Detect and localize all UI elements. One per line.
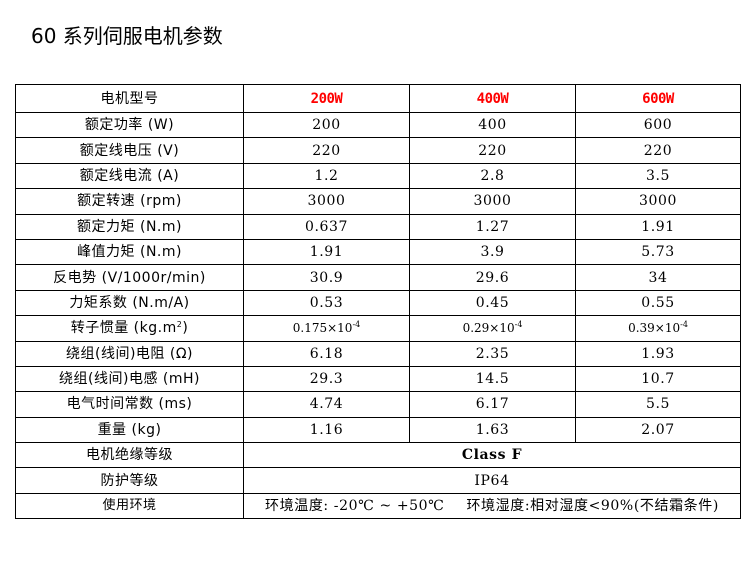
table-row: 力矩系数 (N.m/A) 0.53 0.45 0.55 <box>15 289 741 317</box>
cell-value: 600 <box>575 111 741 139</box>
cell-value: 0.55 <box>575 289 741 317</box>
cell-value: 14.5 <box>409 365 576 393</box>
cell-value: 1.91 <box>575 213 741 240</box>
table-row: 额定力矩 (N.m) 0.637 1.27 1.91 <box>15 213 741 240</box>
cell-value: 4.74 <box>243 391 410 418</box>
page-title: 60 系列伺服电机参数 <box>31 24 223 48</box>
table-row-inertia: 转子惯量 (kg.m2) 0.175×10-4 0.29×10-4 0.39×1… <box>15 315 741 342</box>
row-label: 防护等级 <box>15 467 244 494</box>
row-label: 力矩系数 (N.m/A) <box>15 289 244 317</box>
cell-value: 220 <box>243 137 410 164</box>
row-label: 额定转速 (rpm) <box>15 188 244 215</box>
cell-value: 0.175×10-4 <box>243 315 410 342</box>
protection-rating: IP64 <box>243 467 741 494</box>
insulation-class: Class F <box>243 442 741 469</box>
cell-value: 1.16 <box>243 416 410 444</box>
table-row: 额定线电流 (A) 1.2 2.8 3.5 <box>15 162 741 190</box>
table-row: 额定功率 (W) 200 400 600 <box>15 111 741 139</box>
row-label: 绕组(线间)电阻 (Ω) <box>15 340 244 367</box>
cell-value: 3000 <box>243 188 410 215</box>
model-600w: 600W <box>575 84 741 113</box>
table-row-insulation: 电机绝缘等级 Class F <box>15 442 741 469</box>
table-row-environment: 使用环境 环境温度: -20℃ ~ +50℃ 环境湿度:相对湿度<90%(不结霜条… <box>15 492 741 520</box>
cell-value: 400 <box>409 111 576 139</box>
row-label: 额定功率 (W) <box>15 111 244 139</box>
cell-value: 1.93 <box>575 340 741 367</box>
cell-value: 2.8 <box>409 162 576 190</box>
cell-value: 200 <box>243 111 410 139</box>
row-label: 绕组(线间)电感 (mH) <box>15 365 244 393</box>
table-row: 额定转速 (rpm) 3000 3000 3000 <box>15 188 741 215</box>
cell-value: 220 <box>575 137 741 164</box>
row-label: 电机绝缘等级 <box>15 442 244 469</box>
inertia-label-suffix: ) <box>182 320 189 337</box>
cell-value: 2.35 <box>409 340 576 367</box>
inertia-base: 0.175×10 <box>292 321 353 336</box>
inertia-exp: -4 <box>352 320 361 330</box>
row-label: 反电势 (V/1000r/min) <box>15 264 244 291</box>
cell-value: 3.5 <box>575 162 741 190</box>
cell-value: 0.45 <box>409 289 576 317</box>
table-header-row: 电机型号 200W 400W 600W <box>15 84 741 113</box>
environment-temperature: 环境温度: -20℃ ~ +50℃ <box>265 498 445 515</box>
inertia-exp: -4 <box>680 320 688 330</box>
cell-value: 3000 <box>575 188 741 215</box>
cell-value: 6.18 <box>243 340 410 367</box>
header-label: 电机型号 <box>15 84 244 113</box>
table-row: 额定线电压 (V) 220 220 220 <box>15 137 741 164</box>
table-row-protection: 防护等级 IP64 <box>15 467 741 494</box>
row-label: 使用环境 <box>15 492 244 520</box>
inertia-label-prefix: 转子惯量 (kg.m <box>70 320 177 337</box>
cell-value: 3000 <box>409 188 576 215</box>
cell-value: 5.73 <box>575 238 741 266</box>
motor-spec-table: 电机型号 200W 400W 600W 额定功率 (W) 200 400 600… <box>15 84 741 520</box>
cell-value: 3.9 <box>409 238 576 266</box>
inertia-base: 0.29×10 <box>462 321 515 336</box>
cell-value: 6.17 <box>409 391 576 418</box>
table-row: 峰值力矩 (N.m) 1.91 3.9 5.73 <box>15 238 741 266</box>
row-label: 重量 (kg) <box>15 416 244 444</box>
cell-value: 34 <box>575 264 741 291</box>
model-200w: 200W <box>243 84 410 113</box>
table-row: 重量 (kg) 1.16 1.63 2.07 <box>15 416 741 444</box>
inertia-label-sup: 2 <box>176 320 183 330</box>
table-row: 绕组(线间)电阻 (Ω) 6.18 2.35 1.93 <box>15 340 741 367</box>
row-label: 额定力矩 (N.m) <box>15 213 244 240</box>
inertia-base: 0.39×10 <box>628 321 681 336</box>
cell-value: 1.91 <box>243 238 410 266</box>
model-400w: 400W <box>409 84 576 113</box>
cell-value: 1.27 <box>409 213 576 240</box>
cell-value: 29.6 <box>409 264 576 291</box>
row-label: 转子惯量 (kg.m2) <box>15 315 244 342</box>
cell-value: 2.07 <box>575 416 741 444</box>
row-label: 电气时间常数 (ms) <box>15 391 244 418</box>
cell-value: 1.63 <box>409 416 576 444</box>
environment-conditions: 环境温度: -20℃ ~ +50℃ 环境湿度:相对湿度<90%(不结霜条件) <box>243 492 741 520</box>
cell-value: 10.7 <box>575 365 741 393</box>
cell-value: 0.637 <box>243 213 410 240</box>
table-row: 电气时间常数 (ms) 4.74 6.17 5.5 <box>15 391 741 418</box>
row-label: 额定线电流 (A) <box>15 162 244 190</box>
row-label: 峰值力矩 (N.m) <box>15 238 244 266</box>
environment-humidity: 环境湿度:相对湿度<90%(不结霜条件) <box>466 498 719 515</box>
cell-value: 29.3 <box>243 365 410 393</box>
cell-value: 0.53 <box>243 289 410 317</box>
cell-value: 30.9 <box>243 264 410 291</box>
table-row: 绕组(线间)电感 (mH) 29.3 14.5 10.7 <box>15 365 741 393</box>
cell-value: 0.29×10-4 <box>409 315 576 342</box>
cell-value: 0.39×10-4 <box>575 315 741 342</box>
inertia-exp: -4 <box>514 320 523 330</box>
table-row: 反电势 (V/1000r/min) 30.9 29.6 34 <box>15 264 741 291</box>
cell-value: 1.2 <box>243 162 410 190</box>
row-label: 额定线电压 (V) <box>15 137 244 164</box>
cell-value: 5.5 <box>575 391 741 418</box>
cell-value: 220 <box>409 137 576 164</box>
